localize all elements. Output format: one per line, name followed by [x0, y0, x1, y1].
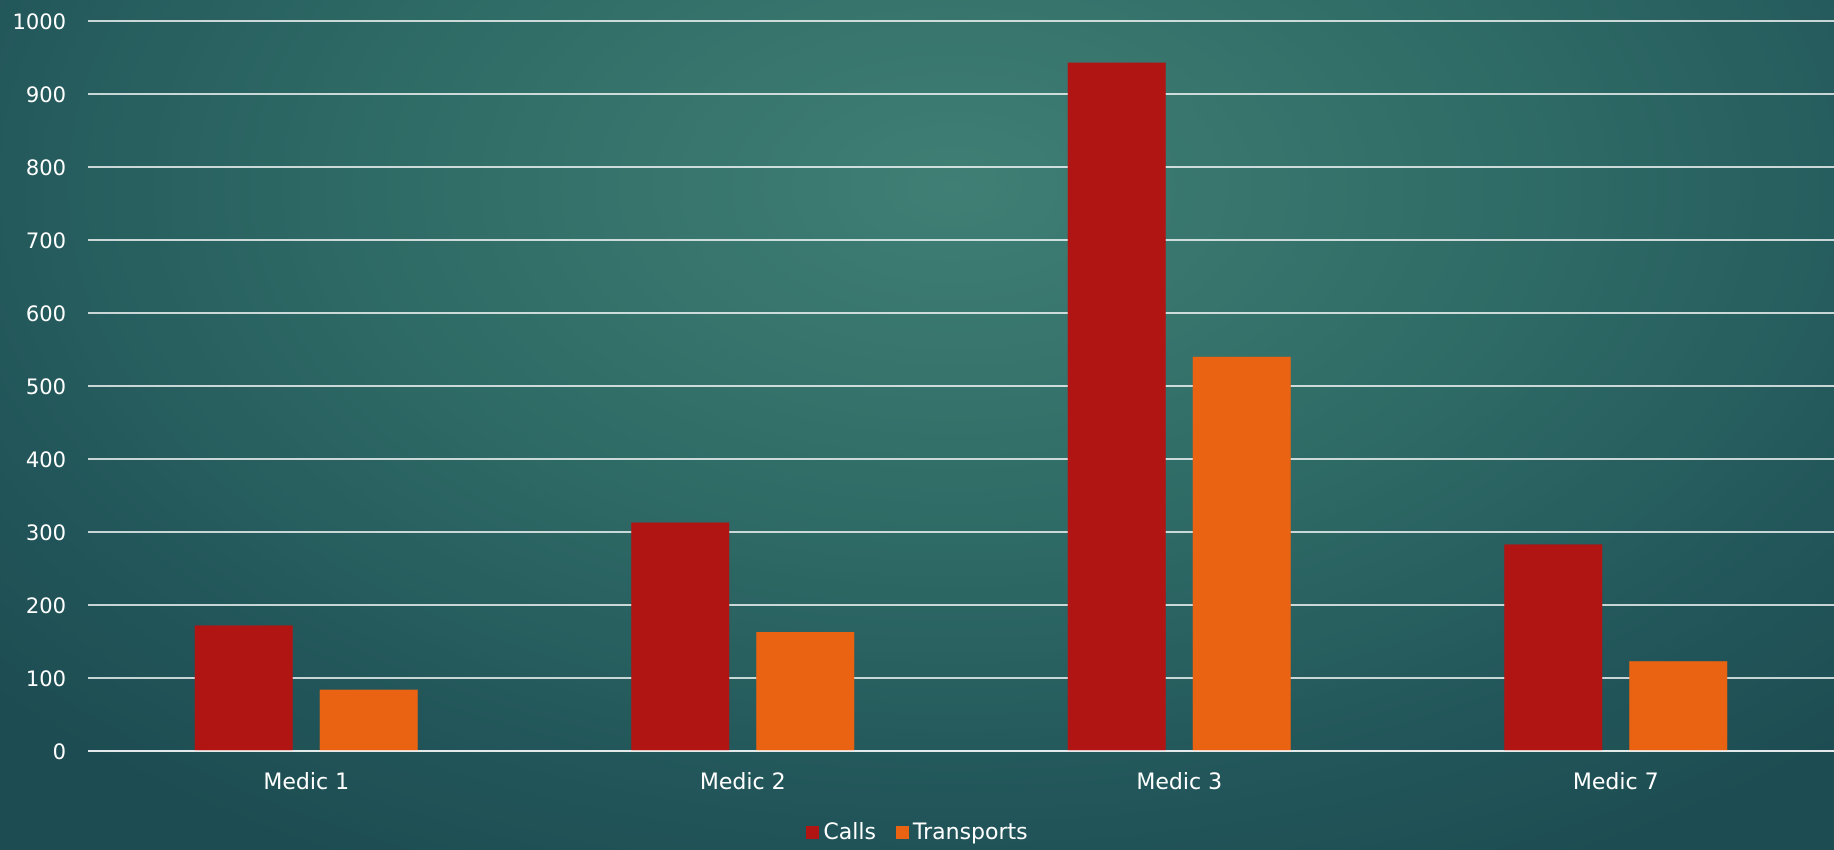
y-tick-label-600: 600	[26, 302, 66, 326]
bar-calls-medic-1	[194, 625, 293, 751]
y-tick-label-200: 200	[26, 594, 66, 618]
legend: Calls Transports	[0, 820, 1834, 845]
x-tick-label-medic-7: Medic 7	[1573, 770, 1659, 795]
bar-transports-medic-1	[319, 689, 418, 751]
y-tick-label-500: 500	[26, 375, 66, 399]
y-tick-label-700: 700	[26, 229, 66, 253]
bar-transports-medic-7	[1629, 661, 1728, 751]
legend-label-transports: Transports	[912, 820, 1028, 845]
y-tick-label-900: 900	[26, 83, 66, 107]
legend-swatch-transports	[895, 826, 909, 839]
y-tick-label-100: 100	[26, 667, 66, 691]
bar-calls-medic-3	[1067, 62, 1166, 752]
legend-label-calls: Calls	[823, 820, 876, 845]
x-tick-label-medic-2: Medic 2	[700, 770, 786, 795]
legend-entry-calls: Calls	[806, 820, 876, 845]
bar-calls-medic-7	[1504, 544, 1603, 751]
x-tick-label-medic-1: Medic 1	[263, 770, 349, 795]
gridlines	[88, 20, 1834, 752]
y-tick-label-400: 400	[26, 448, 66, 472]
bar-transports-medic-2	[756, 632, 855, 751]
bar-calls-medic-2	[631, 522, 730, 751]
x-tick-label-medic-3: Medic 3	[1136, 770, 1222, 795]
y-tick-label-0: 0	[53, 740, 66, 764]
legend-entry-transports: Transports	[895, 820, 1028, 845]
legend-swatch-calls	[806, 826, 820, 839]
y-tick-label-1000: 1000	[13, 10, 66, 34]
bar-transports-medic-3	[1192, 356, 1291, 751]
y-tick-label-300: 300	[26, 521, 66, 545]
y-tick-label-800: 800	[26, 156, 66, 180]
y-axis-tick-labels: 0 100 200 300 400 500 600 700 800 900 1000	[13, 10, 66, 764]
bars	[88, 62, 1834, 752]
x-axis-tick-labels: Medic 1 Medic 2 Medic 3 Medic 7	[263, 770, 1658, 795]
